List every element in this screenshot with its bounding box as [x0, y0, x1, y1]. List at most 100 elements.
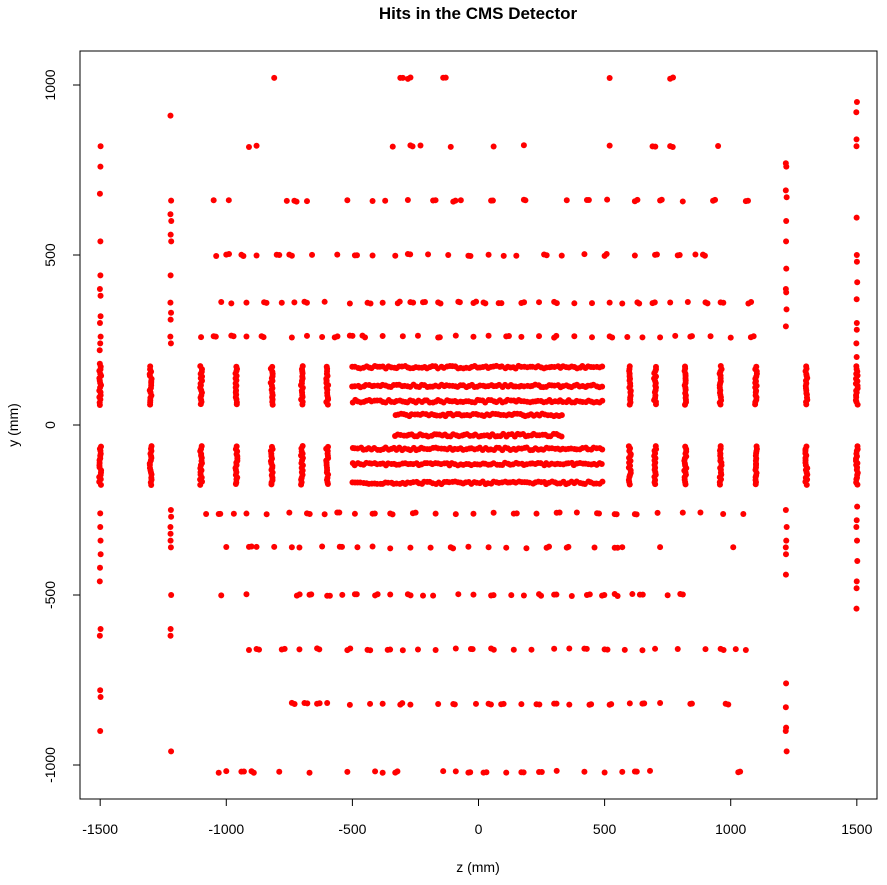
hit-point: [782, 187, 789, 194]
hit-point: [588, 701, 595, 708]
hit-point: [783, 265, 790, 272]
hit-point: [854, 558, 861, 564]
hit-point: [407, 701, 414, 708]
hit-point: [414, 646, 421, 653]
hit-point: [485, 544, 492, 551]
hit-point: [469, 646, 476, 653]
hit-point: [96, 286, 103, 292]
hit-point: [682, 363, 688, 370]
hit-point: [553, 767, 560, 774]
hit-point: [243, 333, 250, 340]
hit-point: [167, 544, 174, 551]
hit-point: [334, 251, 341, 258]
hit-point: [608, 701, 615, 708]
hit-point: [589, 334, 595, 341]
hit-point: [503, 769, 510, 776]
hit-point: [670, 74, 677, 81]
hit-point: [97, 272, 104, 279]
hit-point: [399, 333, 406, 340]
hit-point: [473, 298, 480, 305]
hit-point: [558, 412, 565, 419]
hit-point: [601, 769, 608, 776]
hit-point: [783, 163, 790, 170]
hit-point: [783, 194, 790, 201]
hit-point: [489, 197, 496, 204]
hit-point: [168, 309, 175, 316]
hit-point: [748, 298, 755, 305]
hit-point: [485, 251, 492, 258]
hit-point: [382, 197, 389, 204]
hit-point: [233, 443, 240, 450]
hit-point: [316, 700, 323, 707]
hit-point: [344, 197, 351, 204]
hit-point: [97, 626, 104, 632]
hit-point: [614, 593, 621, 599]
hit-point: [599, 383, 606, 390]
hit-point: [566, 701, 573, 708]
hit-point: [291, 299, 298, 306]
hit-point: [167, 340, 174, 347]
hit-point: [97, 313, 104, 320]
hit-point: [639, 591, 646, 598]
hit-point: [457, 197, 464, 204]
hit-point: [783, 289, 790, 296]
hit-point: [783, 218, 790, 224]
hit-point: [425, 251, 432, 258]
hit-point: [720, 299, 727, 306]
hit-point: [853, 143, 860, 150]
hit-point: [803, 363, 810, 370]
hit-point: [387, 591, 394, 598]
hit-point: [783, 680, 790, 687]
hit-point: [634, 196, 641, 203]
hit-point: [394, 768, 401, 775]
hit-point: [658, 196, 665, 203]
hit-point: [97, 292, 104, 299]
hit-point: [853, 296, 860, 303]
hit-point: [853, 320, 860, 326]
hit-point: [245, 143, 252, 150]
hit-point: [715, 143, 722, 150]
hit-point: [498, 300, 505, 307]
hit-point: [633, 511, 640, 518]
hit-point: [586, 591, 593, 598]
hit-point: [558, 252, 565, 259]
hit-point: [440, 768, 447, 775]
hit-point: [389, 511, 396, 518]
hit-point: [782, 551, 789, 558]
hit-point: [674, 645, 681, 652]
hit-point: [97, 333, 104, 340]
hit-point: [783, 537, 790, 544]
hit-point: [783, 238, 790, 245]
hit-point: [456, 299, 463, 306]
hit-point: [606, 142, 613, 149]
hit-point: [725, 701, 732, 708]
hit-point: [243, 510, 250, 517]
hit-point: [304, 700, 311, 707]
hit-point: [451, 701, 458, 708]
hit-point: [558, 433, 565, 440]
hit-point: [226, 250, 232, 257]
hit-point: [853, 605, 860, 612]
hit-point: [599, 397, 606, 404]
hit-point: [500, 700, 507, 707]
hit-point: [303, 198, 310, 205]
hit-point: [701, 252, 708, 259]
hit-point: [218, 299, 225, 306]
hit-point: [167, 537, 174, 544]
hit-point: [853, 585, 860, 592]
hit-point: [483, 769, 490, 776]
hit-point: [296, 646, 303, 653]
hit-point: [470, 591, 477, 598]
hit-point: [599, 446, 606, 453]
hit-point: [392, 252, 399, 259]
hit-point: [782, 323, 789, 330]
hit-point: [782, 728, 789, 734]
hit-point: [167, 316, 174, 323]
hit-point: [399, 647, 406, 654]
hit-point: [263, 299, 270, 306]
hit-point: [387, 646, 394, 653]
hit-point: [344, 768, 351, 775]
hit-point: [503, 544, 510, 551]
hit-point: [167, 632, 174, 639]
